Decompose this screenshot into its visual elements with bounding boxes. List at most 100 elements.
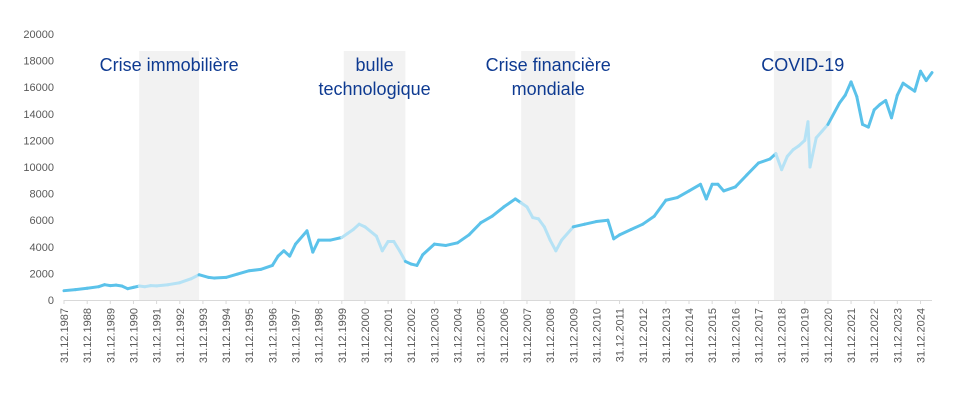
series-segment: [851, 82, 857, 97]
series-segment: [238, 271, 250, 274]
x-tick-label: 31.12.1994: [221, 308, 233, 363]
y-tick-label: 4000: [30, 242, 54, 254]
x-tick-label: 31.12.2006: [499, 308, 511, 363]
y-tick-label: 14000: [23, 109, 54, 121]
series-segment: [261, 265, 273, 269]
annotation-label: mondiale: [512, 79, 585, 99]
x-tick-label: 31.12.1996: [267, 308, 279, 363]
series-segment: [892, 95, 898, 118]
x-tick-label: 31.12.1992: [175, 308, 187, 363]
series-segment: [76, 288, 88, 289]
x-tick-label: 31.12.2002: [406, 308, 418, 363]
series-segment: [724, 187, 736, 191]
y-tick-label: 12000: [23, 135, 54, 147]
series-segment: [926, 73, 932, 81]
x-tick-label: 31.12.1995: [244, 308, 256, 363]
y-tick-label: 0: [48, 295, 54, 307]
annotation-label: Crise financière: [486, 55, 611, 75]
x-tick-label: 31.12.2003: [429, 308, 441, 363]
series-segment: [87, 287, 98, 289]
series-segment: [596, 220, 607, 221]
x-tick-label: 31.12.2001: [383, 308, 395, 363]
series-segment: [417, 255, 423, 266]
series-segment: [700, 184, 706, 199]
series-segment: [677, 191, 689, 198]
x-tick-label: 31.12.1990: [128, 308, 140, 363]
x-tick-label: 31.12.2020: [823, 308, 835, 363]
x-tick-label: 31.12.1991: [152, 308, 164, 363]
series-segment: [458, 235, 469, 243]
shaded-periods: [139, 51, 832, 300]
x-tick-label: 31.12.2000: [360, 308, 372, 363]
annotation-label: technologique: [319, 79, 431, 99]
x-tick-label: 31.12.1999: [337, 308, 349, 363]
y-tick-label: 10000: [23, 162, 54, 174]
series-segment: [434, 244, 446, 245]
series-segment: [897, 83, 903, 95]
x-tick-label: 31.12.2022: [869, 308, 881, 363]
series-segment: [808, 122, 810, 167]
x-tick-label: 31.12.1993: [198, 308, 210, 363]
series-segment: [64, 290, 76, 291]
x-tick-label: 31.12.2013: [661, 308, 673, 363]
x-tick-label: 31.12.2024: [916, 308, 928, 363]
series-segment: [868, 110, 874, 127]
x-tick-label: 31.12.2004: [453, 308, 465, 363]
series-segment: [446, 243, 458, 246]
x-tick-label: 31.12.1987: [59, 308, 71, 363]
crisis-shade-3: [774, 51, 832, 300]
y-tick-label: 16000: [23, 82, 54, 94]
x-tick-label: 31.12.2017: [753, 308, 765, 363]
series-segment: [290, 244, 296, 256]
series-segment: [915, 71, 921, 91]
x-tick-label: 31.12.2008: [545, 308, 557, 363]
series-segment: [857, 97, 863, 125]
crisis-shade-0: [139, 51, 199, 300]
x-tick-label: 31.12.2011: [615, 308, 627, 362]
series-segment: [735, 175, 746, 187]
series-segment: [921, 71, 927, 80]
y-tick-label: 2000: [30, 268, 54, 280]
series-segment: [631, 224, 643, 229]
y-tick-labels: 0 2000 4000 6000 8000 10000 12000 14000 16000 180…: [23, 29, 54, 307]
x-tick-label: 31.12.2023: [892, 308, 904, 363]
x-tick-label: 31.12.2014: [684, 308, 696, 363]
series-segment: [706, 184, 712, 199]
series-segment: [313, 240, 319, 252]
series-segment: [845, 82, 851, 95]
series-segment: [608, 220, 614, 239]
series-segment: [168, 283, 180, 285]
series-segment: [620, 230, 632, 235]
annotation-label: COVID-19: [761, 55, 844, 75]
y-tick-label: 6000: [30, 215, 54, 227]
series-segment: [643, 216, 654, 224]
annotation-label: Crise immobilière: [100, 55, 239, 75]
series-segment: [481, 216, 492, 223]
series-segment: [296, 231, 307, 244]
crisis-annotations: Crise immobilière bulle technologique Crise…: [100, 55, 845, 99]
annotation-label: bulle: [356, 55, 394, 75]
x-tick-label: 31.12.2012: [638, 308, 650, 363]
series-segment: [504, 199, 515, 207]
y-tick-label: 8000: [30, 189, 54, 201]
series-segment: [492, 207, 504, 216]
x-tick-label: 31.12.1989: [105, 308, 117, 363]
y-tick-label: 18000: [23, 56, 54, 68]
series-segment: [249, 269, 261, 270]
x-tick-label: 31.12.2010: [591, 308, 603, 363]
x-tick-label: 31.12.1997: [291, 308, 303, 363]
x-tick-label: 31.12.2021: [846, 308, 858, 363]
x-tick-label: 31.12.2007: [522, 308, 534, 363]
x-tick-label: 31.12.1998: [314, 308, 326, 363]
series-segment: [214, 277, 226, 278]
series-segment: [423, 244, 435, 255]
series-segment: [469, 223, 481, 235]
series-segment: [330, 237, 342, 240]
series-segment: [666, 198, 677, 201]
series-segment: [226, 274, 237, 277]
x-tick-label: 31.12.2018: [777, 308, 789, 363]
series-segment: [585, 222, 597, 225]
